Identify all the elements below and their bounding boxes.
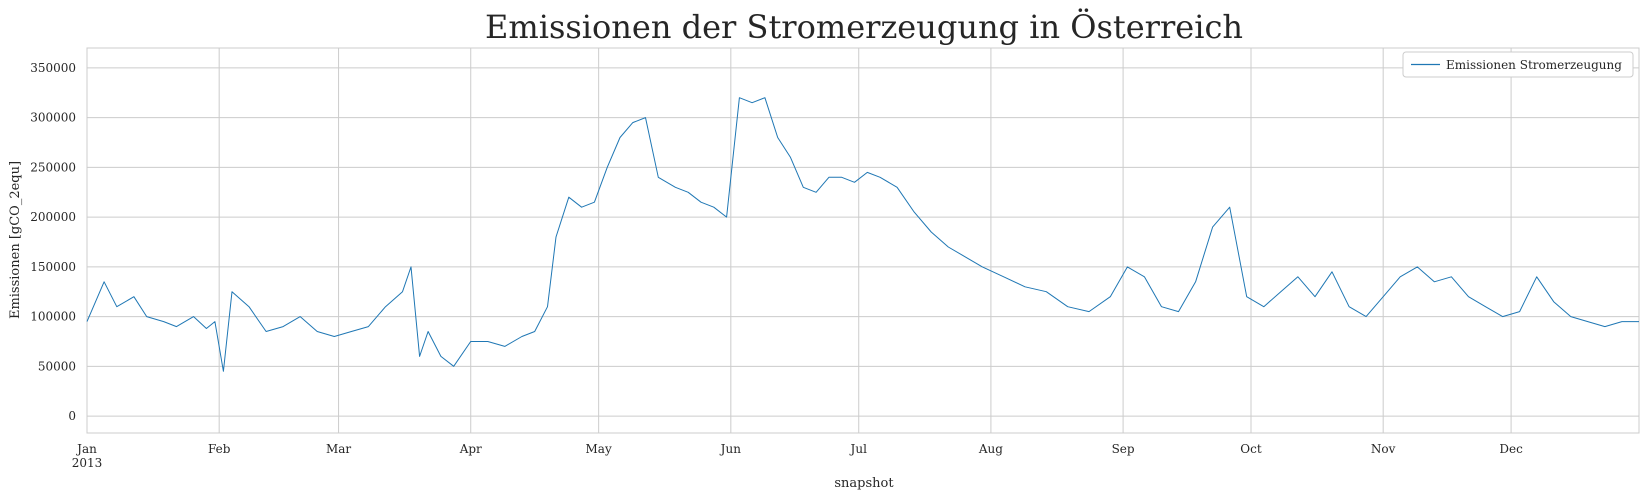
x-tick-label: Jan <box>75 442 97 456</box>
x-tick-label: Feb <box>208 442 231 456</box>
x-tick-year-label: 2013 <box>72 456 103 470</box>
x-tick-label: Jul <box>849 442 868 456</box>
y-tick-label: 0 <box>68 409 76 423</box>
y-tick-label: 350000 <box>30 61 76 75</box>
x-tick-label: May <box>586 442 612 456</box>
y-axis-label: Emissionen [gCO_2equ] <box>8 161 23 319</box>
series-line <box>86 97 1639 372</box>
x-tick-label: Nov <box>1371 442 1396 456</box>
x-tick-label: Oct <box>1240 442 1262 456</box>
x-tick-label: Aug <box>978 442 1003 456</box>
chart-title: Emissionen der Stromerzeugung in Österre… <box>485 8 1243 46</box>
y-tick-label: 50000 <box>38 359 76 373</box>
y-tick-label: 100000 <box>30 310 76 324</box>
x-tick-label: Jun <box>719 442 742 456</box>
legend: Emissionen Stromerzeugung <box>1402 51 1634 78</box>
x-axis-label: snapshot <box>834 476 894 491</box>
x-axis-ticks: Jan Feb Mar Apr May Jun Jul Aug Sep Oct Nov Dec 2013 <box>72 442 1523 470</box>
x-tick-label: Apr <box>459 442 482 456</box>
legend-label: Emissionen Stromerzeugung <box>1446 58 1622 72</box>
x-tick-label: Sep <box>1112 442 1135 456</box>
y-axis-ticks: 0 50000 100000 150000 200000 250000 300000 3500… <box>30 61 76 423</box>
series-layer <box>86 97 1639 372</box>
x-tick-label: Dec <box>1499 442 1523 456</box>
legend-box <box>1402 51 1634 78</box>
y-tick-label: 200000 <box>30 210 76 224</box>
y-tick-label: 300000 <box>30 111 76 125</box>
y-tick-label: 150000 <box>30 260 76 274</box>
plot-frame <box>86 47 1640 434</box>
y-tick-label: 250000 <box>30 160 76 174</box>
x-tick-label: Mar <box>326 442 351 456</box>
grid <box>86 48 1639 433</box>
